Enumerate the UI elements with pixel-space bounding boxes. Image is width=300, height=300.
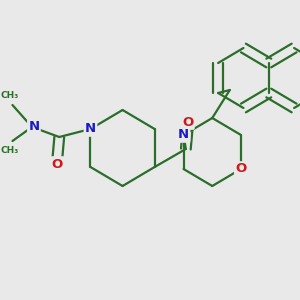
Text: N: N bbox=[28, 121, 40, 134]
Text: CH₃: CH₃ bbox=[0, 146, 19, 155]
Text: O: O bbox=[182, 116, 194, 128]
Text: CH₃: CH₃ bbox=[0, 91, 19, 100]
Text: O: O bbox=[235, 163, 247, 176]
Text: N: N bbox=[178, 128, 189, 142]
Text: N: N bbox=[85, 122, 96, 136]
Text: O: O bbox=[52, 158, 63, 170]
